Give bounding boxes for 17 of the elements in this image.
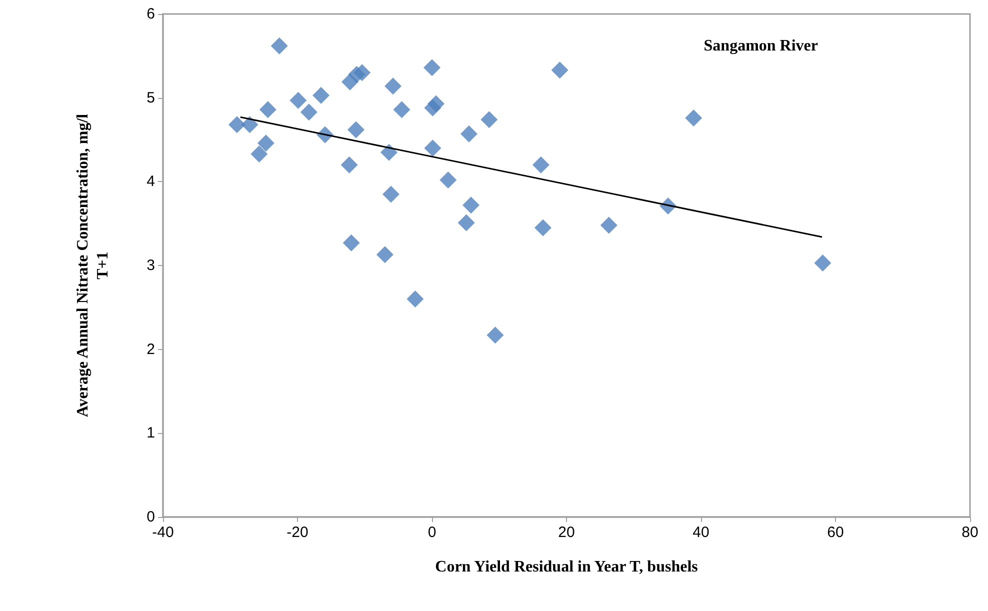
x-tick-label: -20 <box>286 524 308 541</box>
y-tick-label: 4 <box>146 173 155 190</box>
y-tick-label: 0 <box>146 508 155 526</box>
x-tick-label: 20 <box>558 524 575 541</box>
y-axis-title: Average Annual Nitrate Concentration, mg/l T+1 <box>74 113 112 418</box>
x-tick-label: 60 <box>827 524 844 541</box>
y-tick-label: 2 <box>146 340 155 358</box>
x-axis-title: Corn Yield Residual in Year T, bushels <box>435 558 698 576</box>
y-tick-label: 1 <box>146 424 155 442</box>
x-tick-label: -40 <box>152 524 174 541</box>
x-tick-label: 40 <box>692 524 710 541</box>
y-tick-label: 5 <box>146 89 155 106</box>
x-tick-label: 0 <box>428 524 436 541</box>
annotation: Sangamon River <box>704 38 818 54</box>
x-tick-label: 80 <box>962 524 978 541</box>
y-tick-label: 3 <box>146 257 155 274</box>
y-tick-label: 6 <box>146 6 155 22</box>
